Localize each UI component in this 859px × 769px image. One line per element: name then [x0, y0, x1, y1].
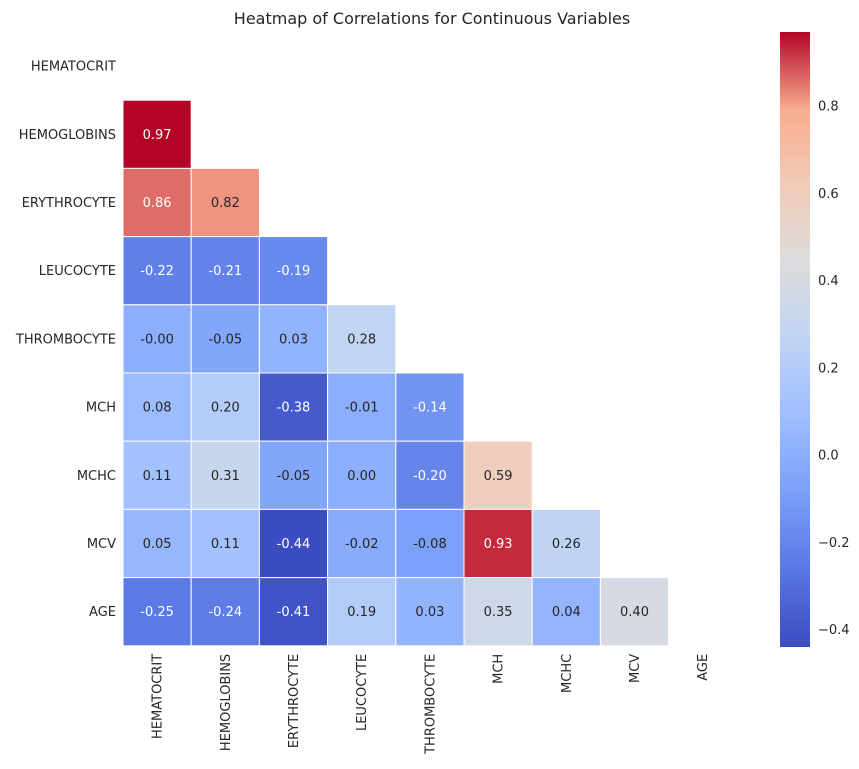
- heatmap-cell-value-1-0: 0.97: [143, 128, 172, 143]
- heatmap-cell-value-8-4: 0.03: [415, 605, 444, 620]
- y-tick-label-mcv: MCV: [87, 537, 116, 552]
- x-tick-label-thrombocyte: THROMBOCYTE: [423, 654, 438, 755]
- x-tick-label-hemoglobins: HEMOGLOBINS: [219, 654, 234, 751]
- heatmap-cell-value-7-2: -0.44: [277, 537, 311, 552]
- heatmap-cell-6-1: [190, 440, 260, 510]
- colorbar-tick-label: 0.6: [818, 187, 839, 202]
- heatmap-cell-2-0: [122, 167, 192, 238]
- heatmap-cell-2-1: [190, 167, 260, 238]
- heatmap-cell-5-3: [327, 372, 397, 442]
- heatmap-cell-6-5: [463, 440, 533, 510]
- x-tick-label-age: AGE: [696, 654, 711, 681]
- heatmap-cell-value-6-3: 0.00: [347, 469, 376, 484]
- heatmap-cell-value-8-0: -0.25: [140, 605, 174, 620]
- heatmap-cell-value-8-5: 0.35: [484, 605, 513, 620]
- heatmap-cell-8-7: [599, 577, 670, 647]
- heatmap-cell-3-2: [258, 236, 329, 306]
- heatmap-cell-value-5-1: 0.20: [211, 401, 240, 416]
- colorbar-tick-label: 0.0: [818, 449, 839, 464]
- heatmap-cell-value-6-1: 0.31: [211, 469, 240, 484]
- heatmap-cell-7-0: [122, 508, 192, 579]
- heatmap-cell-value-2-1: 0.82: [211, 196, 240, 211]
- heatmap-cell-7-1: [190, 508, 260, 579]
- heatmap-cell-6-3: [327, 440, 397, 510]
- heatmap-cell-value-5-3: -0.01: [345, 401, 379, 416]
- heatmap-cell-8-5: [463, 577, 533, 647]
- heatmap-cells: 0.97 0.86 0.82 -0.22 -0.21 -0.19 -0.00 -0.05 0.0…: [122, 99, 670, 647]
- heatmap-cell-8-0: [122, 577, 192, 647]
- x-tick-label-erythrocyte: ERYTHROCYTE: [287, 654, 302, 748]
- y-axis-tick-labels: HEMATOCRIT HEMOGLOBINS ERYTHROCYTE LEUCOCYT…: [15, 60, 116, 621]
- heatmap-cell-value-5-0: 0.08: [143, 401, 172, 416]
- heatmap-cell-value-6-4: -0.20: [413, 469, 447, 484]
- heatmap-cell-value-6-2: -0.05: [277, 469, 311, 484]
- x-tick-label-hematocrit: HEMATOCRIT: [151, 654, 166, 739]
- heatmap-cell-value-7-4: -0.08: [413, 537, 447, 552]
- heatmap-cell-value-4-2: 0.03: [279, 332, 308, 347]
- x-axis-tick-labels: HEMATOCRIT HEMOGLOBINS ERYTHROCYTE LEUCOCYT…: [151, 654, 712, 755]
- heatmap-cell-7-3: [327, 508, 397, 579]
- heatmap-cell-value-3-2: -0.19: [277, 264, 311, 279]
- y-tick-label-leucocyte: LEUCOCYTE: [39, 264, 116, 279]
- heatmap-cell-value-8-2: -0.41: [277, 605, 311, 620]
- heatmap-cell-value-7-0: 0.05: [143, 537, 172, 552]
- heatmap-cell-3-0: [122, 236, 192, 306]
- heatmap-cell-value-6-5: 0.59: [484, 469, 513, 484]
- colorbar: 0.8 0.6 0.4 0.2 0.0 −0.2 −0.4: [780, 32, 850, 647]
- colorbar-gradient: [780, 32, 810, 647]
- y-tick-label-mchc: MCHC: [77, 469, 116, 484]
- heatmap-cell-value-8-1: -0.24: [208, 605, 242, 620]
- heatmap-cell-value-3-1: -0.21: [208, 264, 242, 279]
- x-tick-label-mch: MCH: [492, 654, 507, 684]
- heatmap-cell-6-2: [258, 440, 329, 510]
- heatmap-cell-6-0: [122, 440, 192, 510]
- y-tick-label-hematocrit: HEMATOCRIT: [31, 60, 116, 75]
- heatmap-cell-value-5-2: -0.38: [277, 401, 311, 416]
- heatmap-cell-7-5: [463, 508, 533, 579]
- heatmap-cell-8-2: [258, 577, 329, 647]
- y-tick-label-erythrocyte: ERYTHROCYTE: [22, 196, 116, 211]
- colorbar-tick-label: −0.2: [818, 536, 850, 551]
- heatmap-cell-value-6-0: 0.11: [143, 469, 172, 484]
- heatmap-cell-value-8-6: 0.04: [552, 605, 581, 620]
- heatmap-cell-value-4-1: -0.05: [208, 332, 242, 347]
- x-tick-label-mchc: MCHC: [560, 654, 575, 693]
- heatmap-cell-value-8-3: 0.19: [347, 605, 376, 620]
- heatmap-cell-value-7-5: 0.93: [484, 537, 513, 552]
- heatmap-cell-value-7-6: 0.26: [552, 537, 581, 552]
- colorbar-tick-label: 0.8: [818, 100, 839, 115]
- colorbar-ticks: 0.8 0.6 0.4 0.2 0.0 −0.2 −0.4: [818, 100, 850, 638]
- heatmap-cell-value-3-0: -0.22: [140, 264, 174, 279]
- heatmap-cell-5-1: [190, 372, 260, 442]
- chart-title: Heatmap of Correlations for Continuous V…: [234, 9, 630, 28]
- heatmap-cell-value-4-0: -0.00: [140, 332, 174, 347]
- heatmap-cell-value-4-3: 0.28: [347, 332, 376, 347]
- colorbar-tick-label: 0.2: [818, 361, 839, 376]
- x-tick-label-mcv: MCV: [628, 654, 643, 683]
- y-tick-label-thrombocyte: THROMBOCYTE: [15, 332, 116, 347]
- heatmap-cell-value-5-4: -0.14: [413, 401, 447, 416]
- colorbar-tick-label: −0.4: [818, 623, 850, 638]
- colorbar-tick-label: 0.4: [818, 274, 839, 289]
- heatmap-cell-8-6: [531, 577, 601, 647]
- heatmap-cell-value-8-7: 0.40: [620, 605, 649, 620]
- y-tick-label-mch: MCH: [86, 401, 116, 416]
- heatmap-cell-4-3: [327, 304, 397, 374]
- heatmap-cell-1-0: [122, 99, 192, 169]
- heatmap-cell-5-4: [395, 372, 465, 442]
- heatmap-cell-value-7-3: -0.02: [345, 537, 379, 552]
- x-tick-label-leucocyte: LEUCOCYTE: [355, 654, 370, 731]
- y-tick-label-age: AGE: [89, 605, 116, 620]
- heatmap-cell-7-6: [531, 508, 601, 579]
- heatmap-cell-6-4: [395, 440, 465, 510]
- heatmap-cell-4-1: [190, 304, 260, 374]
- heatmap-cell-value-2-0: 0.86: [143, 196, 172, 211]
- y-tick-label-hemoglobins: HEMOGLOBINS: [19, 128, 116, 143]
- heatmap-cell-value-7-1: 0.11: [211, 537, 240, 552]
